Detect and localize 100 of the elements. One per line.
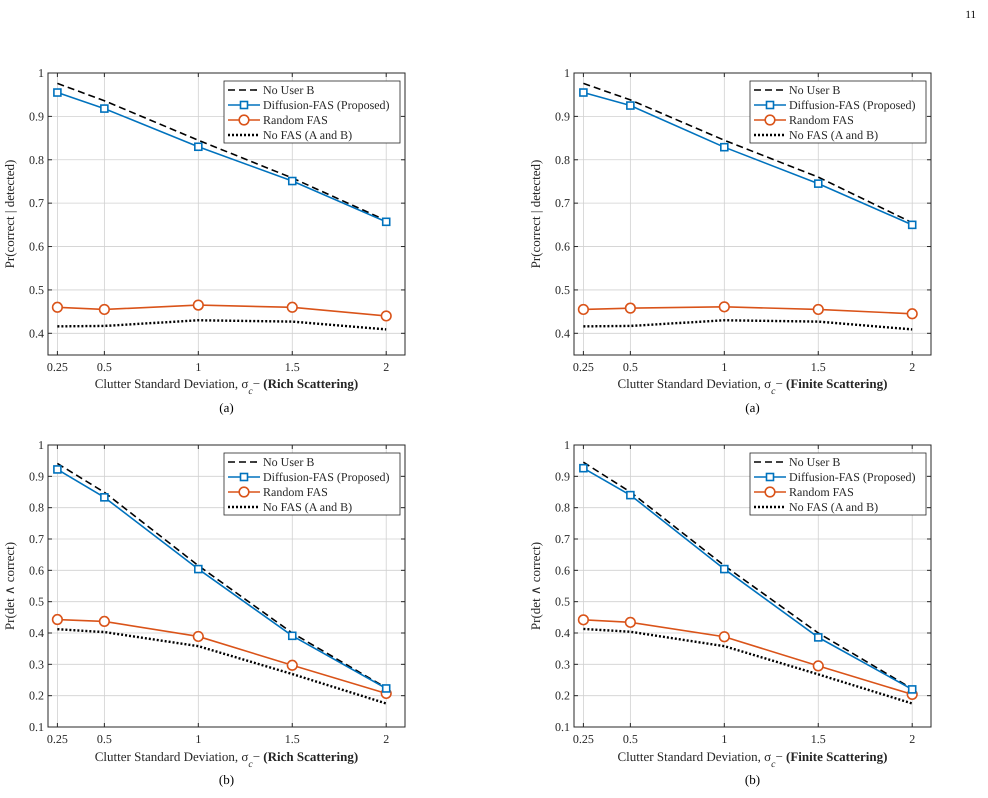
x-tick-label: 1 [195,732,202,746]
point [194,142,203,152]
x-tick-label: 2 [383,360,390,374]
x-tick-label: 2 [909,360,916,374]
y-tick-label: 0.7 [29,196,44,210]
y-tick-label: 0.8 [29,500,44,515]
y-tick-label: 0.6 [555,240,570,254]
x-axis-title: Clutter Standard Deviation, σ$_{c}$− (Finite Scattering) [618,376,888,396]
x-tick-label: 0.5 [622,732,638,746]
text: 11 [965,9,976,21]
point [814,179,823,188]
text: (b) [744,772,760,787]
y-tick-label: 1 [38,66,44,80]
legend-label: No FAS (A and B) [263,500,352,514]
y-tick-label: 0.4 [29,626,44,640]
point [578,304,589,316]
point [286,660,298,671]
legend-label: No User B [263,455,314,469]
x-axis-title: Clutter Standard Deviation, σ$_{c}$− (Rich Scattering) [94,376,358,396]
y-tick-label: 0.9 [555,109,570,124]
y-tick-label: 0.4 [555,626,570,640]
point [288,176,297,186]
y-tick-label: 0.8 [555,500,570,515]
x-tick-label: 0.5 [96,360,112,374]
legend-label: No User B [789,455,840,469]
line-series [582,628,914,705]
legend-label: No FAS (A and B) [263,128,352,142]
legend-label: No FAS (A and B) [789,500,878,514]
y-tick-label: 0.5 [555,282,570,297]
legend-label: Diffusion-FAS (Proposed) [263,470,390,484]
point [53,88,62,97]
y-tick-label: 1 [564,66,570,80]
x-tick-label: 1.5 [284,360,300,374]
point [812,660,824,672]
y-tick-label: 0.4 [555,326,570,340]
y-tick-label: 0.4 [29,326,44,340]
point [906,308,918,320]
x-tick-label: 1 [721,732,728,746]
line-series [582,319,914,331]
point [100,493,109,502]
y-tick-label: 0.2 [555,688,570,703]
point [192,300,204,311]
y-tick-label: 0.5 [29,594,44,609]
legend-label: Random FAS [789,113,854,127]
x-tick-label: 1.5 [810,360,826,374]
x-tick-label: 1 [195,360,202,374]
x-tick-label: 0.25 [46,360,68,374]
y-axis-title: Pr(correct | detected) [2,160,17,268]
x-tick-label: 0.5 [622,360,638,374]
y-tick-label: 0.9 [555,469,570,484]
y-tick-label: 1 [38,438,44,452]
y-tick-label: 0.3 [555,657,570,672]
y-tick-label: 0.8 [555,152,570,167]
x-tick-label: 0.25 [572,732,594,746]
x-tick-label: 2 [909,732,916,746]
point [380,310,392,322]
y-tick-label: 0.9 [29,469,44,484]
line-series [56,628,388,705]
point [100,104,109,113]
y-tick-label: 0.3 [29,657,44,672]
legend-label: No User B [263,83,314,97]
x-axis-title: Clutter Standard Deviation, σ$_{c}$− (Finite Scattering) [618,749,888,770]
point [98,616,110,628]
point [194,564,203,574]
point [720,142,729,152]
y-tick-label: 0.5 [555,594,570,609]
point [98,304,110,316]
y-tick-label: 0.1 [29,720,44,734]
legend-label: Random FAS [263,113,328,127]
point [624,302,636,314]
y-tick-label: 0.6 [29,563,44,578]
legend-label: No User B [789,83,840,97]
legend-label: Diffusion-FAS (Proposed) [263,98,390,112]
point [579,88,588,97]
point [578,614,589,626]
text: (a) [745,400,760,415]
x-axis-title: Clutter Standard Deviation, σ$_{c}$− (Rich Scattering) [94,749,358,770]
y-tick-label: 0.1 [555,720,570,734]
point [718,301,730,312]
line-series [56,319,388,331]
point [908,220,917,230]
point [382,684,391,693]
y-tick-label: 0.5 [29,282,44,297]
point [908,685,917,694]
legend-label: Random FAS [789,485,854,499]
y-tick-label: 0.7 [29,532,44,546]
point [382,218,391,226]
point [626,101,635,110]
point [286,302,298,313]
x-tick-label: 1.5 [810,732,826,746]
y-tick-label: 0.9 [29,109,44,124]
legend-label: Diffusion-FAS (Proposed) [789,470,916,484]
x-tick-label: 1.5 [284,732,300,746]
x-tick-label: 2 [383,732,390,746]
y-axis-title: Pr(det ∧ correct) [528,542,543,630]
point [718,631,730,642]
x-tick-label: 0.25 [572,360,594,374]
x-tick-label: 0.25 [46,732,68,746]
point [626,490,635,500]
y-tick-label: 0.6 [555,563,570,578]
